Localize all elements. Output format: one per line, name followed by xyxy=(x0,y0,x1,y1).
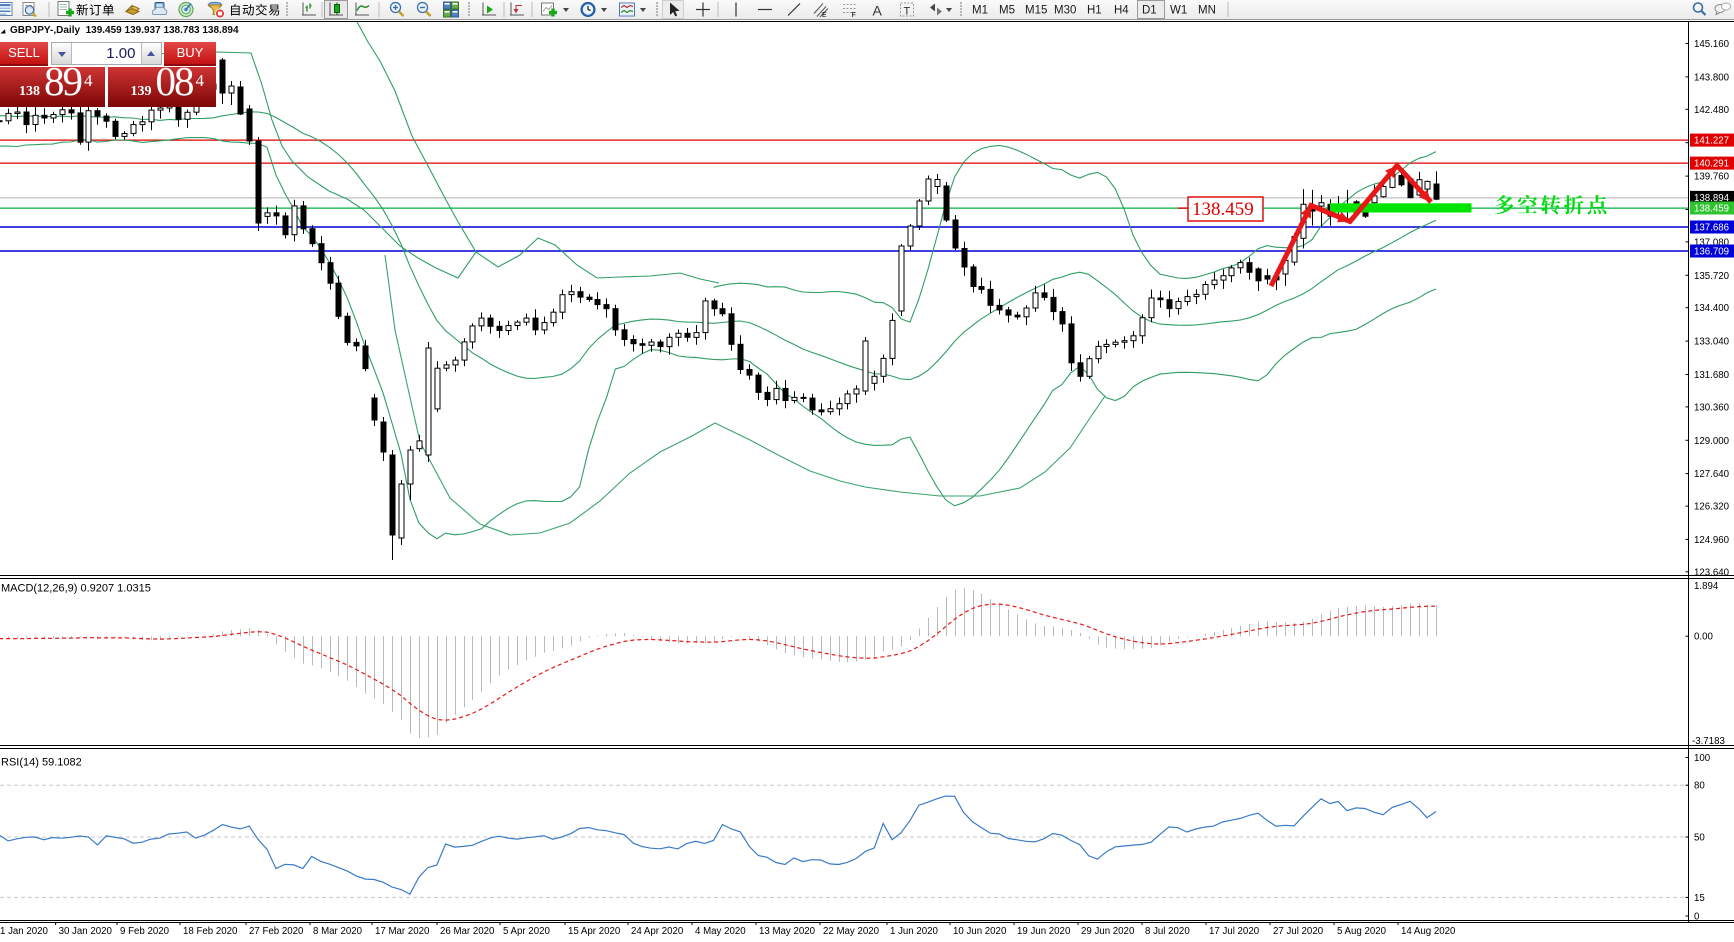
svg-text:22 May 2020: 22 May 2020 xyxy=(823,926,880,937)
svg-text:1.894: 1.894 xyxy=(1694,581,1719,592)
svg-text:5 Aug 2020: 5 Aug 2020 xyxy=(1337,926,1387,937)
svg-text:4 May 2020: 4 May 2020 xyxy=(695,926,746,937)
svg-text:135.720: 135.720 xyxy=(1694,271,1730,282)
svg-text:127.640: 127.640 xyxy=(1694,469,1730,480)
svg-text:15: 15 xyxy=(1694,893,1705,904)
svg-text:9 Feb 2020: 9 Feb 2020 xyxy=(120,926,170,937)
svg-text:130.360: 130.360 xyxy=(1694,402,1730,413)
svg-text:134.400: 134.400 xyxy=(1694,303,1730,314)
svg-text:18 Feb 2020: 18 Feb 2020 xyxy=(183,926,238,937)
svg-text:M5: M5 xyxy=(999,5,1015,17)
svg-text:M15: M15 xyxy=(1025,5,1047,17)
svg-text:D1: D1 xyxy=(1142,5,1157,17)
svg-text:140.291: 140.291 xyxy=(1694,159,1729,170)
svg-text:H4: H4 xyxy=(1114,5,1129,17)
svg-text:138.459: 138.459 xyxy=(1694,204,1729,215)
svg-text:F: F xyxy=(852,12,856,19)
svg-text:MN: MN xyxy=(1198,5,1216,17)
svg-text:27 Jul 2020: 27 Jul 2020 xyxy=(1273,926,1324,937)
svg-text:129.000: 129.000 xyxy=(1694,436,1730,447)
svg-text:E: E xyxy=(822,12,827,19)
svg-text:143.800: 143.800 xyxy=(1694,72,1730,83)
svg-text:100: 100 xyxy=(1694,753,1711,764)
svg-text:A: A xyxy=(873,3,883,19)
svg-text:24 Apr 2020: 24 Apr 2020 xyxy=(631,926,684,937)
svg-text:145.160: 145.160 xyxy=(1694,39,1730,50)
svg-text:14 Aug 2020: 14 Aug 2020 xyxy=(1401,926,1456,937)
svg-text:17 Jul 2020: 17 Jul 2020 xyxy=(1209,926,1260,937)
svg-text:26 Mar 2020: 26 Mar 2020 xyxy=(440,926,495,937)
svg-text:T: T xyxy=(904,6,911,18)
svg-text:124.960: 124.960 xyxy=(1694,535,1730,546)
svg-text:1 Jan 2020: 1 Jan 2020 xyxy=(0,926,49,937)
svg-text:13 May 2020: 13 May 2020 xyxy=(759,926,816,937)
svg-text:142.480: 142.480 xyxy=(1694,105,1730,116)
svg-text:80: 80 xyxy=(1694,781,1705,792)
svg-text:17 Mar 2020: 17 Mar 2020 xyxy=(375,926,430,937)
svg-text:RSI(14) 59.1082: RSI(14) 59.1082 xyxy=(1,757,82,769)
svg-text:138.894: 138.894 xyxy=(1694,193,1730,204)
svg-text:141.227: 141.227 xyxy=(1694,136,1729,147)
svg-text:126.320: 126.320 xyxy=(1694,502,1730,513)
svg-text:8 Jul 2020: 8 Jul 2020 xyxy=(1145,926,1190,937)
svg-text:139.760: 139.760 xyxy=(1694,172,1730,183)
svg-text:5 Apr 2020: 5 Apr 2020 xyxy=(503,926,550,937)
svg-text:1 Jun 2020: 1 Jun 2020 xyxy=(890,926,939,937)
svg-text:-3.7183: -3.7183 xyxy=(1692,736,1725,747)
svg-text:50: 50 xyxy=(1694,833,1705,844)
svg-text:137.080: 137.080 xyxy=(1694,237,1730,248)
svg-text:0.00: 0.00 xyxy=(1694,632,1713,643)
svg-text:30 Jan 2020: 30 Jan 2020 xyxy=(59,926,113,937)
svg-text:15 Apr 2020: 15 Apr 2020 xyxy=(568,926,621,937)
svg-text:10 Jun 2020: 10 Jun 2020 xyxy=(953,926,1007,937)
svg-text:133.040: 133.040 xyxy=(1694,337,1730,348)
svg-text:M30: M30 xyxy=(1054,5,1076,17)
svg-text:136.709: 136.709 xyxy=(1694,247,1729,258)
svg-text:W1: W1 xyxy=(1170,5,1187,17)
svg-text:MACD(12,26,9) 0.9207 1.0315: MACD(12,26,9) 0.9207 1.0315 xyxy=(1,583,151,595)
svg-text:138.459: 138.459 xyxy=(1192,199,1254,220)
svg-text:27 Feb 2020: 27 Feb 2020 xyxy=(249,926,304,937)
svg-text:19 Jun 2020: 19 Jun 2020 xyxy=(1017,926,1071,937)
svg-text:0: 0 xyxy=(1694,912,1700,923)
svg-text:131.680: 131.680 xyxy=(1694,370,1730,381)
svg-text:M1: M1 xyxy=(972,5,988,17)
svg-text:29 Jun 2020: 29 Jun 2020 xyxy=(1081,926,1135,937)
svg-text:8 Mar 2020: 8 Mar 2020 xyxy=(313,926,363,937)
svg-text:137.686: 137.686 xyxy=(1694,223,1729,234)
svg-text:H1: H1 xyxy=(1087,5,1102,17)
svg-text:123.640: 123.640 xyxy=(1694,567,1730,578)
